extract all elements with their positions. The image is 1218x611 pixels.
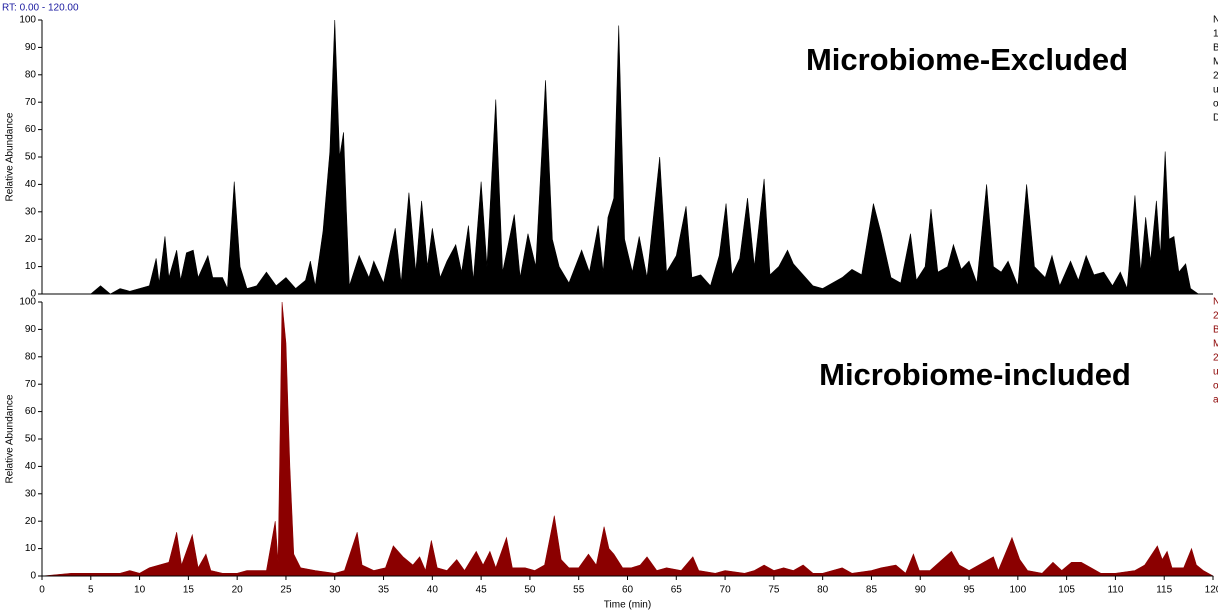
- y-tick-label: 20: [25, 234, 37, 245]
- y-tick-label: 70: [25, 97, 37, 108]
- side-label: D: [1213, 113, 1218, 124]
- x-tick-label: 25: [280, 585, 292, 596]
- side-label: u: [1213, 367, 1218, 378]
- x-tick-label: 30: [329, 585, 341, 596]
- x-tick-label: 120: [1205, 585, 1218, 596]
- panel-title: Microbiome-Excluded: [806, 42, 1128, 77]
- y-tick-label: 20: [25, 516, 37, 527]
- x-tick-label: 15: [183, 585, 195, 596]
- y-tick-label: 30: [25, 488, 37, 499]
- x-tick-label: 105: [1058, 585, 1075, 596]
- side-label: a: [1213, 395, 1218, 406]
- y-axis-label: Relative Abundance: [5, 394, 16, 483]
- x-tick-label: 45: [476, 585, 488, 596]
- x-tick-label: 5: [88, 585, 94, 596]
- side-label: 2: [1213, 353, 1218, 364]
- x-tick-label: 80: [817, 585, 829, 596]
- x-tick-label: 110: [1107, 585, 1123, 596]
- side-label: 1: [1213, 29, 1218, 40]
- y-tick-label: 40: [25, 179, 37, 190]
- x-tick-label: 85: [866, 585, 878, 596]
- side-label: M: [1213, 57, 1218, 68]
- y-tick-label: 10: [25, 543, 37, 554]
- y-tick-label: 0: [30, 571, 36, 582]
- panel-title: Microbiome-included: [819, 357, 1131, 392]
- side-label: M: [1213, 339, 1218, 350]
- y-tick-label: 100: [19, 297, 36, 308]
- y-tick-label: 50: [25, 152, 37, 163]
- y-tick-label: 80: [25, 351, 37, 362]
- x-axis-label: Time (min): [604, 600, 651, 611]
- y-tick-label: 100: [19, 15, 36, 26]
- trace-area: [42, 19, 1213, 295]
- y-tick-label: 0: [30, 289, 36, 300]
- x-tick-label: 35: [378, 585, 390, 596]
- y-tick-label: 70: [25, 379, 37, 390]
- x-tick-label: 115: [1156, 585, 1172, 596]
- trace-area: [41, 301, 1215, 577]
- side-label: 2: [1213, 311, 1218, 322]
- y-tick-label: 30: [25, 206, 37, 217]
- x-tick-label: 55: [573, 585, 585, 596]
- x-tick-label: 0: [39, 585, 45, 596]
- x-tick-label: 10: [134, 585, 146, 596]
- y-tick-label: 90: [25, 324, 37, 335]
- y-tick-label: 50: [25, 434, 37, 445]
- side-label: o: [1213, 381, 1218, 392]
- side-label: B: [1213, 43, 1218, 54]
- y-axis-label: Relative Abundance: [5, 112, 16, 201]
- side-label: o: [1213, 99, 1218, 110]
- y-tick-label: 10: [25, 261, 37, 272]
- x-tick-label: 50: [524, 585, 536, 596]
- side-label: N: [1213, 297, 1218, 308]
- x-tick-label: 100: [1009, 585, 1026, 596]
- side-label: u: [1213, 85, 1218, 96]
- x-tick-label: 70: [720, 585, 732, 596]
- x-tick-label: 65: [671, 585, 683, 596]
- side-label: B: [1213, 325, 1218, 336]
- range-label: RT: 0.00 - 120.00: [2, 3, 79, 14]
- x-tick-label: 95: [963, 585, 975, 596]
- y-tick-label: 80: [25, 69, 37, 80]
- y-tick-label: 40: [25, 461, 37, 472]
- x-tick-label: 20: [232, 585, 244, 596]
- x-tick-label: 60: [622, 585, 634, 596]
- x-tick-label: 90: [915, 585, 927, 596]
- x-tick-label: 40: [427, 585, 439, 596]
- y-tick-label: 60: [25, 406, 37, 417]
- side-label: N: [1213, 15, 1218, 26]
- y-tick-label: 90: [25, 42, 37, 53]
- side-label: 2: [1213, 71, 1218, 82]
- y-tick-label: 60: [25, 124, 37, 135]
- x-tick-label: 75: [768, 585, 780, 596]
